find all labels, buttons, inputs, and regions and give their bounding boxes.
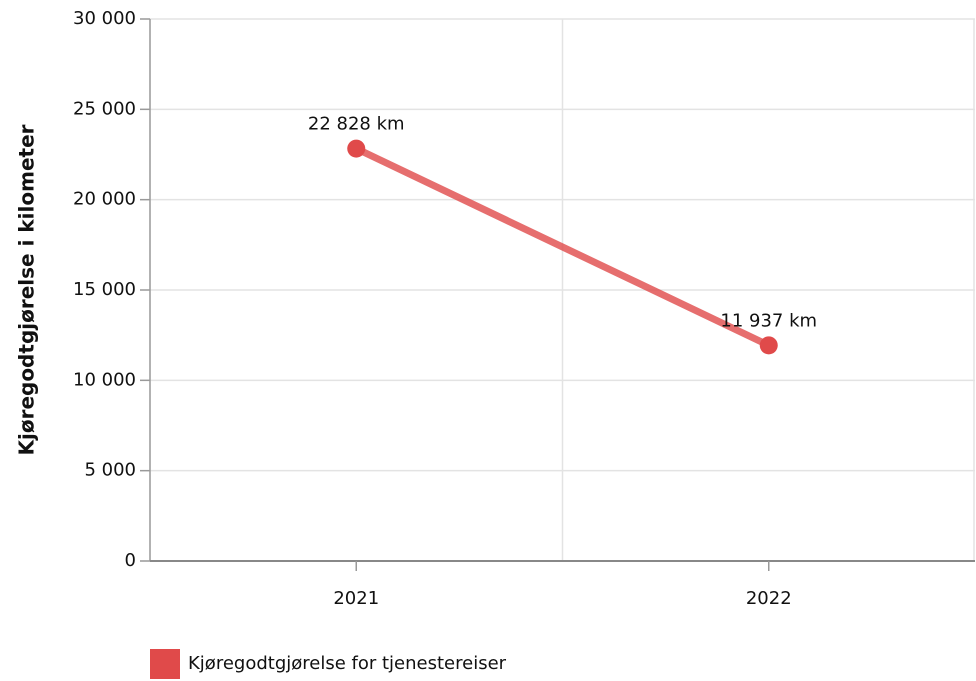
legend-label: Kjøregodtgjørelse for tjenestereiser: [188, 653, 507, 674]
data-label: 11 937 km: [720, 310, 817, 331]
x-tick-label: 2022: [746, 588, 792, 609]
y-tick-label: 10 000: [73, 369, 136, 390]
data-label: 22 828 km: [308, 114, 405, 135]
y-tick-label: 20 000: [73, 189, 136, 210]
y-tick-label: 15 000: [73, 279, 136, 300]
y-axis-label: Kjøregodtgjørelse i kilometer: [15, 124, 39, 455]
point: [347, 139, 366, 158]
y-tick-label: 30 000: [73, 8, 136, 29]
x-tick-label: 2021: [333, 588, 379, 609]
legend-swatch: [150, 649, 180, 679]
point: [759, 336, 778, 355]
y-tick-label: 0: [125, 550, 136, 571]
y-tick-label: 5 000: [84, 460, 136, 481]
y-tick-label: 25 000: [73, 98, 136, 119]
line: [352, 145, 773, 349]
